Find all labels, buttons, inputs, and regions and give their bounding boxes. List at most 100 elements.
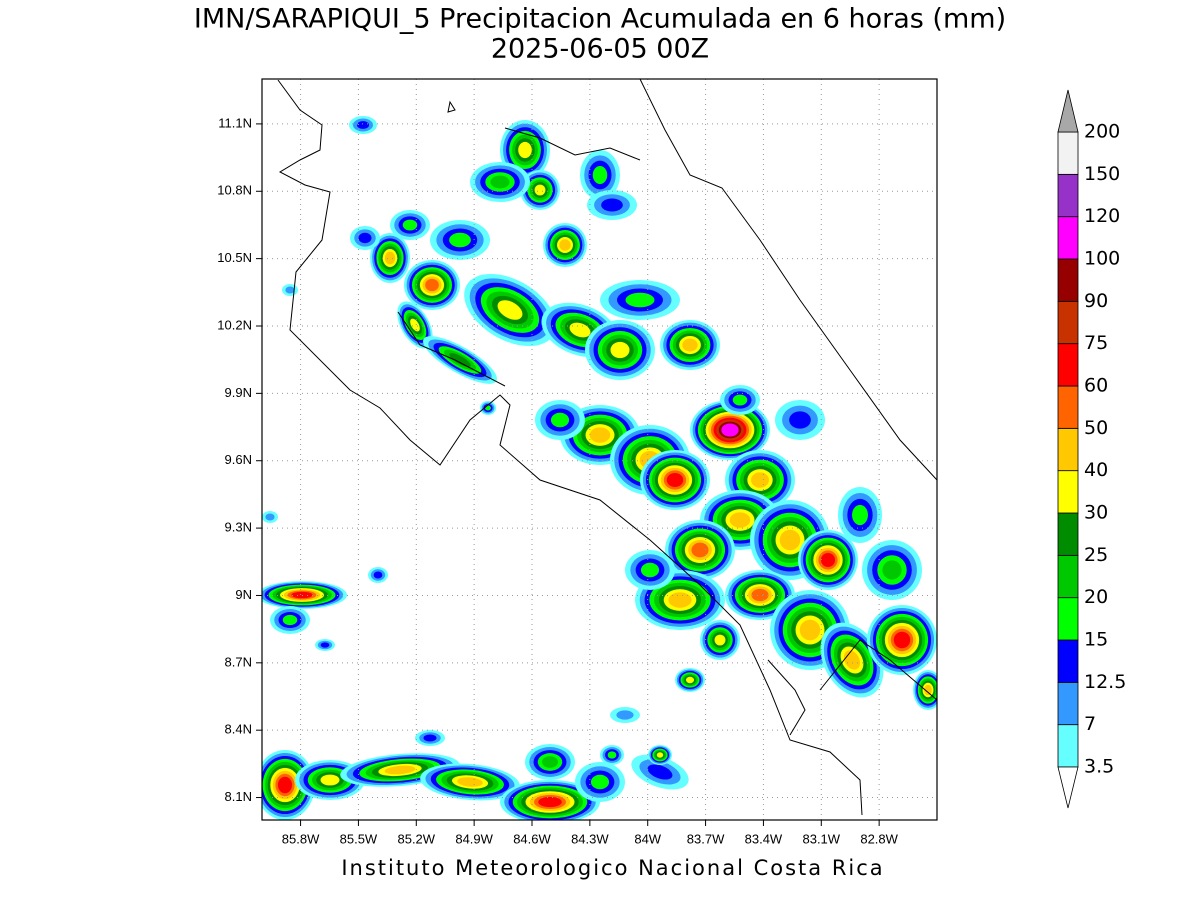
colorbar-segment — [1057, 385, 1079, 429]
precip-cell — [647, 764, 673, 780]
colorbar-segment — [1057, 597, 1079, 641]
colorbar-label: 20 — [1084, 586, 1108, 608]
colorbar-segment — [1057, 724, 1079, 768]
x-tick-label: 84.3W — [571, 831, 609, 846]
colorbar-segment — [1057, 681, 1079, 726]
precip-cell — [425, 278, 439, 292]
colorbar-segment — [1057, 554, 1079, 599]
precip-cell — [714, 634, 726, 646]
precip-cell — [732, 394, 748, 406]
precip-cell — [402, 219, 418, 231]
colorbar-label: 200 — [1084, 121, 1120, 143]
precip-cell — [265, 513, 275, 521]
y-tick-label: 9.6N — [225, 452, 252, 467]
precip-cell — [610, 341, 630, 359]
colorbar-label: 150 — [1084, 163, 1120, 185]
x-tick-label: 84W — [634, 831, 661, 846]
precip-cell — [542, 756, 558, 768]
colorbar-label: 40 — [1084, 459, 1108, 481]
precip-field — [262, 116, 937, 820]
colorbar-label: 100 — [1084, 248, 1120, 270]
precip-cell — [882, 560, 902, 580]
south-border — [767, 659, 806, 736]
x-tick-label: 85.8W — [282, 831, 320, 846]
subtitle: 2025-06-05 00Z — [491, 34, 709, 65]
precip-cell — [640, 562, 660, 578]
island — [447, 100, 456, 113]
colorbar-segment — [1057, 470, 1079, 514]
colorbar-label: 90 — [1084, 290, 1108, 312]
footer: Instituto Meteorologico Nacional Costa R… — [341, 856, 884, 880]
precip-cell — [373, 571, 383, 579]
precip-cell — [449, 232, 471, 248]
title: IMN/SARAPIQUI_5 Precipitacion Acumulada … — [194, 4, 1006, 35]
y-tick-label: 11.1N — [218, 115, 252, 130]
grid — [262, 79, 937, 820]
colorbar-label: 15 — [1084, 629, 1108, 651]
precip-cell — [277, 776, 293, 794]
x-tick-label: 83.7W — [687, 831, 725, 846]
y-tick-label: 8.1N — [225, 789, 252, 804]
axes: 85.8W 85.5W 85.2W 84.9W 84.6W 84.3W 84W 83.7W 83… — [217, 115, 898, 846]
colorbar-over — [1057, 89, 1079, 133]
precip-cell — [384, 251, 396, 265]
map-frame — [261, 78, 938, 821]
precip-cell — [449, 353, 471, 367]
colorbar-label: 25 — [1084, 544, 1108, 566]
colorbar-segment — [1057, 131, 1079, 175]
nicoya-gulf — [397, 311, 506, 387]
precip-cell — [779, 529, 801, 551]
pacific-coast — [277, 79, 863, 816]
caribbean-coast — [639, 79, 937, 481]
colorbar-label: 3.5 — [1084, 756, 1114, 778]
precip-cell — [799, 619, 821, 641]
colorbar-label: 60 — [1084, 375, 1108, 397]
precip-cell — [590, 774, 610, 790]
precip-cell — [550, 412, 570, 428]
coastlines — [277, 79, 937, 816]
y-tick-label: 8.4N — [225, 722, 252, 737]
precip-cell — [285, 286, 295, 294]
colorbar-label: 12.5 — [1084, 671, 1126, 693]
colorbar-label: 120 — [1084, 205, 1120, 227]
precip-cell — [410, 318, 420, 332]
colorbar-segment — [1057, 173, 1079, 218]
precip-cell — [616, 710, 634, 720]
x-tick-label: 84.6W — [513, 831, 551, 846]
precip-cell — [852, 504, 868, 526]
precip-cell — [592, 165, 608, 185]
colorbar-segment — [1057, 343, 1079, 387]
precip-cell — [497, 300, 523, 320]
precip-cell — [691, 542, 709, 558]
precip-cell — [589, 427, 611, 443]
y-tick-label: 10.8N — [217, 183, 252, 198]
x-tick-label: 85.5W — [340, 831, 378, 846]
x-tick-label: 83.1W — [802, 831, 840, 846]
precip-cell — [490, 175, 510, 189]
precip-cell — [729, 512, 751, 528]
precip-cell — [601, 198, 623, 212]
precip-cell — [320, 642, 330, 648]
precip-cell — [924, 684, 932, 696]
precip-cell — [721, 423, 739, 437]
precip-cell — [751, 588, 769, 602]
precip-cell — [685, 676, 695, 684]
colorbar-segment — [1057, 258, 1079, 302]
precip-cell — [534, 184, 546, 196]
precip-cell — [666, 472, 684, 488]
north-border — [504, 127, 641, 161]
precip-cell — [820, 552, 836, 568]
y-tick-label: 9.3N — [225, 520, 252, 535]
colorbar-label: 30 — [1084, 502, 1108, 524]
precip-cell — [625, 292, 655, 308]
precip-cell — [607, 751, 617, 759]
precip-cell — [569, 322, 591, 338]
y-tick-label: 9.9N — [225, 385, 252, 400]
x-tick-label: 83.4W — [745, 831, 783, 846]
precip-cell — [668, 592, 692, 608]
precip-cell — [893, 631, 911, 649]
precip-cell — [751, 472, 769, 488]
precip-cell — [559, 239, 571, 251]
colorbar-segment — [1057, 216, 1079, 260]
